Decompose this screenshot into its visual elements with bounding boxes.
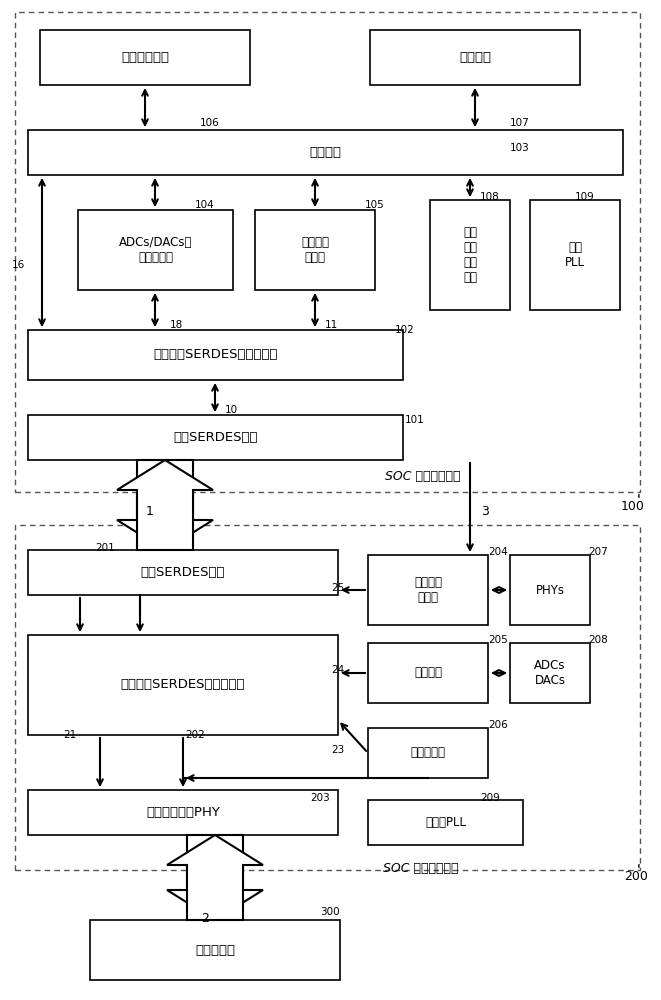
Bar <box>28 635 338 735</box>
Text: 数字接口: 数字接口 <box>414 666 442 680</box>
Text: 207: 207 <box>588 547 607 557</box>
Text: 108: 108 <box>480 192 500 202</box>
Text: 209: 209 <box>480 793 500 803</box>
Text: PHYs: PHYs <box>535 584 564 596</box>
Text: 300: 300 <box>320 907 340 917</box>
Text: 3: 3 <box>481 505 489 518</box>
Text: 11: 11 <box>325 320 338 330</box>
Text: 存储
通信
数字
接口: 存储 通信 数字 接口 <box>463 226 477 284</box>
Bar <box>28 330 403 380</box>
Text: 音视频PLL: 音视频PLL <box>425 816 466 829</box>
Bar <box>510 643 590 703</box>
Bar <box>368 728 488 778</box>
Text: 21: 21 <box>63 730 76 740</box>
Bar <box>40 30 250 85</box>
Text: 203: 203 <box>310 793 330 803</box>
Text: 106: 106 <box>200 118 219 128</box>
Bar <box>368 800 523 845</box>
Text: SOC 第二部分电路: SOC 第二部分电路 <box>383 862 459 875</box>
Bar <box>15 12 640 492</box>
Text: 202: 202 <box>185 730 205 740</box>
Text: 201: 201 <box>95 543 115 553</box>
Text: 10: 10 <box>225 405 238 415</box>
Text: 内存控制器及PHY: 内存控制器及PHY <box>146 806 220 819</box>
Text: 第二通用SERDES数据链路层: 第二通用SERDES数据链路层 <box>121 678 245 692</box>
Text: 计算单元: 计算单元 <box>459 51 491 64</box>
Text: 高速接口
协议层: 高速接口 协议层 <box>414 576 442 604</box>
Text: 107: 107 <box>510 118 529 128</box>
Bar <box>370 30 580 85</box>
Bar <box>255 210 375 290</box>
Bar <box>28 130 623 175</box>
Text: 102: 102 <box>395 325 414 335</box>
Text: 片上总线: 片上总线 <box>309 146 342 159</box>
Text: 103: 103 <box>510 143 529 153</box>
Bar <box>430 200 510 310</box>
Text: 25: 25 <box>332 583 345 593</box>
Text: 高速接口
应用层: 高速接口 应用层 <box>301 236 329 264</box>
Text: 104: 104 <box>195 200 215 210</box>
Text: ADCs/DACs数
据流协议层: ADCs/DACs数 据流协议层 <box>119 236 192 264</box>
Bar <box>368 555 488 625</box>
Bar <box>368 643 488 703</box>
Text: 外部存储器: 外部存储器 <box>195 944 235 956</box>
Text: 204: 204 <box>488 547 508 557</box>
Bar <box>28 415 403 460</box>
Text: 16: 16 <box>12 260 25 270</box>
Text: 105: 105 <box>365 200 385 210</box>
Text: 事务处理单元: 事务处理单元 <box>121 51 169 64</box>
Text: 208: 208 <box>588 635 607 645</box>
Text: 2: 2 <box>201 912 209 925</box>
Bar <box>90 920 340 980</box>
Text: 协处理单元: 协处理单元 <box>410 746 446 760</box>
Bar <box>15 525 640 870</box>
Text: 18: 18 <box>170 320 183 330</box>
Text: 24: 24 <box>332 665 345 675</box>
Bar <box>78 210 233 290</box>
Polygon shape <box>167 835 263 920</box>
Text: 200: 200 <box>624 870 648 883</box>
Text: 100: 100 <box>621 500 645 513</box>
Bar <box>28 550 338 595</box>
Text: 205: 205 <box>488 635 508 645</box>
Text: 101: 101 <box>405 415 425 425</box>
Text: ADCs
DACs: ADCs DACs <box>534 659 566 687</box>
Bar <box>530 200 620 310</box>
Text: 第一通用SERDES数据链路层: 第一通用SERDES数据链路层 <box>153 349 278 361</box>
Polygon shape <box>117 460 213 550</box>
Text: 第一SERDES接口: 第一SERDES接口 <box>173 431 258 444</box>
Text: 23: 23 <box>332 745 345 755</box>
Text: SOC 第一部分电路: SOC 第一部分电路 <box>385 470 461 483</box>
Polygon shape <box>117 460 213 550</box>
Text: 1: 1 <box>146 505 154 518</box>
Bar <box>510 555 590 625</box>
Bar <box>28 790 338 835</box>
Text: 系统
PLL: 系统 PLL <box>565 241 585 269</box>
Text: 第二SERDES接口: 第二SERDES接口 <box>141 566 225 579</box>
Polygon shape <box>167 835 263 920</box>
Text: 206: 206 <box>488 720 508 730</box>
Text: 109: 109 <box>575 192 595 202</box>
